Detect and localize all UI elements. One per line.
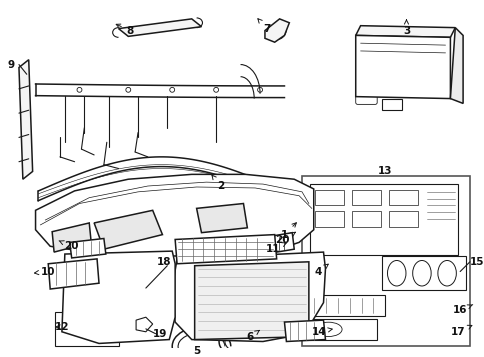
Polygon shape	[284, 320, 325, 342]
Polygon shape	[62, 251, 175, 343]
Text: 2: 2	[212, 175, 224, 191]
Text: 9: 9	[8, 60, 15, 70]
FancyBboxPatch shape	[355, 89, 377, 104]
Text: 5: 5	[193, 346, 200, 356]
Polygon shape	[264, 19, 289, 42]
Ellipse shape	[315, 322, 341, 337]
Polygon shape	[136, 317, 152, 332]
Text: 1: 1	[280, 223, 296, 240]
Circle shape	[169, 87, 174, 92]
Ellipse shape	[437, 261, 455, 286]
Text: 20: 20	[59, 241, 79, 251]
Circle shape	[257, 87, 262, 92]
Polygon shape	[70, 238, 106, 258]
Text: 4: 4	[314, 264, 328, 277]
Text: 18: 18	[157, 257, 171, 267]
Polygon shape	[381, 99, 401, 110]
Text: 17: 17	[450, 325, 471, 337]
Polygon shape	[94, 210, 162, 249]
Text: 15: 15	[469, 257, 483, 267]
Bar	[351, 190, 380, 206]
Bar	[309, 295, 385, 316]
Text: 7: 7	[257, 19, 270, 34]
Polygon shape	[194, 262, 308, 340]
Text: 14: 14	[311, 327, 332, 337]
Text: 13: 13	[377, 166, 392, 176]
Polygon shape	[35, 174, 313, 256]
Bar	[388, 211, 417, 227]
Bar	[388, 190, 417, 206]
Text: 6: 6	[246, 330, 259, 342]
Polygon shape	[196, 203, 247, 233]
Text: 16: 16	[452, 305, 472, 315]
Bar	[351, 211, 380, 227]
Text: 19: 19	[152, 329, 166, 339]
Bar	[309, 319, 376, 340]
Circle shape	[125, 87, 131, 92]
Polygon shape	[118, 19, 201, 36]
Polygon shape	[355, 26, 454, 37]
Bar	[302, 176, 469, 346]
Polygon shape	[175, 235, 276, 264]
Polygon shape	[48, 259, 99, 289]
Ellipse shape	[412, 261, 430, 286]
Circle shape	[97, 299, 120, 322]
Bar	[309, 184, 457, 256]
Circle shape	[138, 319, 148, 329]
Bar	[55, 312, 118, 346]
Polygon shape	[450, 27, 462, 104]
Polygon shape	[172, 252, 325, 342]
Bar	[382, 256, 466, 290]
Text: 20: 20	[275, 232, 295, 246]
Bar	[72, 288, 154, 332]
Circle shape	[213, 87, 218, 92]
Bar	[314, 190, 343, 206]
Ellipse shape	[387, 261, 405, 286]
Text: 8: 8	[116, 24, 134, 36]
Text: 12: 12	[55, 322, 69, 332]
Text: 11: 11	[265, 243, 286, 254]
Circle shape	[138, 303, 153, 318]
Text: 10: 10	[34, 267, 55, 277]
Circle shape	[77, 87, 82, 92]
Polygon shape	[19, 60, 32, 179]
Bar	[314, 211, 343, 227]
Polygon shape	[262, 233, 294, 254]
Polygon shape	[52, 223, 91, 252]
Polygon shape	[355, 35, 450, 99]
Text: 3: 3	[402, 20, 409, 36]
